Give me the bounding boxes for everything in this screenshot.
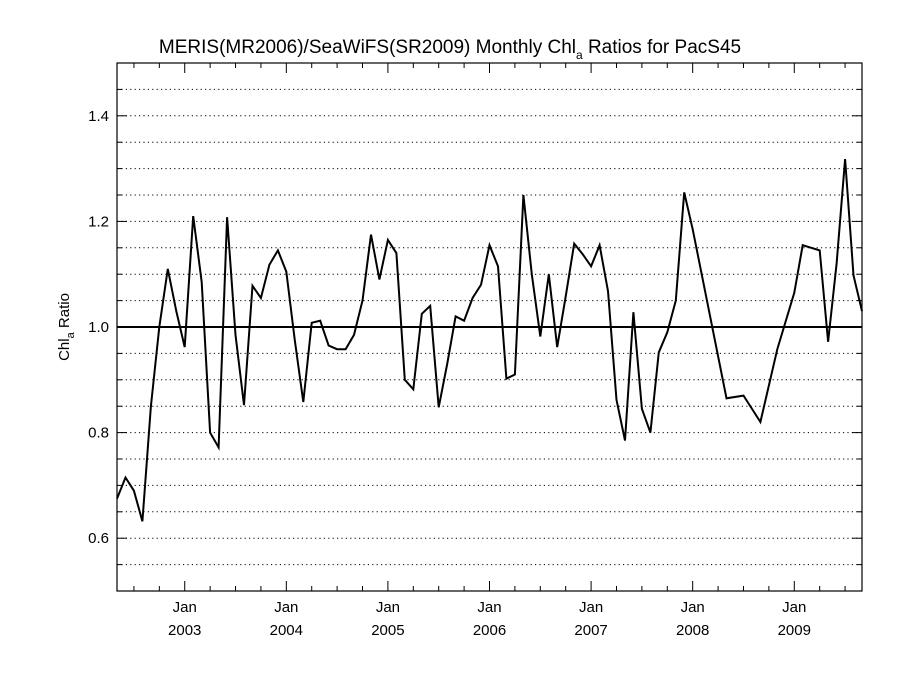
y-tick-label: 1.4 xyxy=(88,108,109,125)
x-tick-year-label: 2005 xyxy=(371,622,404,639)
x-tick-month-label: Jan xyxy=(579,599,603,616)
y-tick-label: 0.6 xyxy=(88,530,109,547)
y-axis-title: Chla Ratio xyxy=(56,293,77,361)
y-tick-label: 0.8 xyxy=(88,425,109,442)
x-tick-year-label: 2004 xyxy=(270,622,303,639)
x-tick-month-label: Jan xyxy=(173,599,197,616)
plot-frame xyxy=(116,62,863,592)
y-tick-label: 1.2 xyxy=(88,213,109,230)
x-tick-year-label: 2006 xyxy=(473,622,506,639)
x-tick-month-label: Jan xyxy=(376,599,400,616)
y-tick-label: 1.0 xyxy=(88,319,109,336)
tick-labels: 0.6 0.8 1.0 1.2 1.4 Jan 2003 Jan 2004 Jan 2005 Jan 2… xyxy=(88,108,811,639)
axis-ticks xyxy=(117,63,862,591)
x-tick-month-label: Jan xyxy=(782,599,806,616)
x-tick-month-label: Jan xyxy=(477,599,501,616)
chart-title: MERIS(MR2006)/SeaWiFS(SR2009) Monthly Ch… xyxy=(159,37,741,62)
x-tick-month-label: Jan xyxy=(681,599,705,616)
x-tick-month-label: Jan xyxy=(274,599,298,616)
series-line xyxy=(116,159,863,522)
x-tick-year-label: 2008 xyxy=(676,622,709,639)
grid-lines xyxy=(117,88,862,566)
x-tick-year-label: 2003 xyxy=(168,622,201,639)
x-tick-year-label: 2009 xyxy=(778,622,811,639)
x-tick-year-label: 2007 xyxy=(574,622,607,639)
